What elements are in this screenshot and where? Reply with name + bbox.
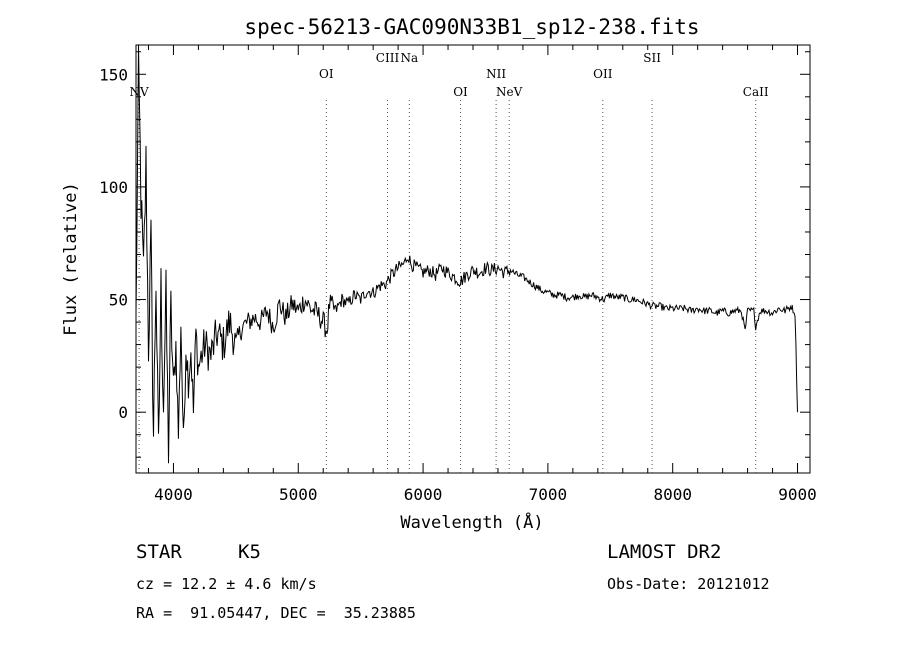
ra-dec-coordinates: RA = 91.05447, DEC = 35.23885 [136, 604, 416, 622]
x-tick-label: 4000 [154, 485, 193, 504]
chart-title: spec-56213-GAC090N33B1_sp12-238.fits [244, 15, 699, 39]
y-axis-label: Flux (relative) [61, 182, 81, 336]
x-tick-label: 6000 [404, 485, 443, 504]
survey-name: LAMOST DR2 [607, 541, 722, 563]
object-class: STAR [136, 541, 182, 563]
line-label: OI [453, 85, 468, 99]
y-tick-label: 0 [118, 403, 128, 422]
line-label: OII [593, 67, 613, 81]
x-tick-label: 9000 [778, 485, 817, 504]
line-label: SII [643, 51, 661, 65]
line-label: NeV [496, 85, 523, 99]
plot-frame [135, 44, 811, 474]
spectral-subclass: K5 [238, 541, 261, 563]
axis-ticks: 4000 5000 6000 7000 8000 9000 0 50 100 150 [99, 45, 817, 504]
observation-date: Obs-Date: 20121012 [607, 575, 770, 593]
x-tick-label: 8000 [653, 485, 692, 504]
y-tick-label: 150 [99, 65, 128, 84]
line-label: CIII [376, 51, 400, 65]
line-label: CaII [743, 85, 769, 99]
x-tick-label: 7000 [529, 485, 568, 504]
y-tick-label: 100 [99, 178, 128, 197]
spectrum-line [135, 44, 798, 464]
y-tick-label: 50 [109, 291, 128, 310]
line-label: Na [401, 51, 419, 65]
redshift-cz: cz = 12.2 ± 4.6 km/s [136, 575, 317, 593]
line-label: OI [319, 67, 334, 81]
x-tick-label: 5000 [279, 485, 318, 504]
line-label: NII [486, 67, 506, 81]
x-axis-label: Wavelength (Å) [400, 511, 543, 533]
